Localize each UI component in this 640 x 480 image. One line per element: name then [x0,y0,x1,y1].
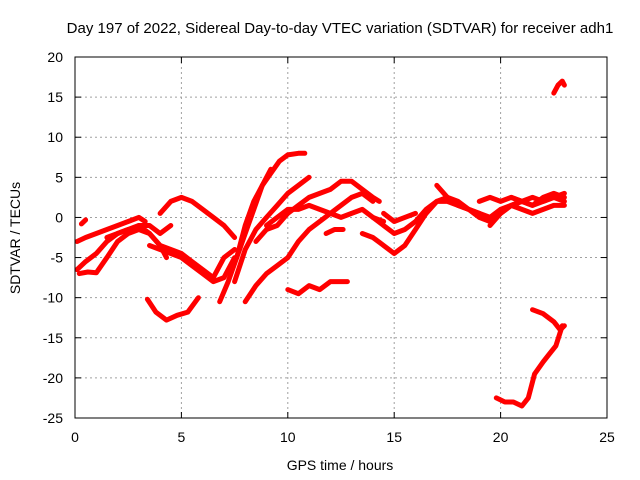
series-line-s25 [551,78,567,96]
series-line-s24 [508,190,567,208]
chart-title: Day 197 of 2022, Sidereal Day-to-day VTE… [67,20,614,37]
y-tick-label: 10 [47,129,63,145]
series-line-s7 [147,243,238,285]
x-tick-label: 25 [599,429,615,445]
y-tick-label: 5 [55,169,63,185]
y-tick-label: -25 [43,410,63,426]
y-tick-label: 15 [47,89,63,105]
y-tick-label: -10 [43,290,63,306]
series-line-s23 [487,202,567,228]
series-line-s4 [78,217,89,227]
series-line-s13 [253,178,382,244]
plot-frame [74,56,608,419]
tick-layer: 0 5 10 15 20 25 -25 -20 -15 -10 -5 0 5 10 15 20 [43,49,615,445]
x-tick-label: 15 [386,429,402,445]
series-line-s27 [493,323,565,409]
x-tick-label: 10 [280,429,296,445]
series-line-s9 [144,295,201,323]
y-tick-label: -20 [43,370,63,386]
series-line-s12 [232,174,312,285]
y-tick-label: 0 [55,209,63,225]
x-tick-label: 20 [493,429,509,445]
x-tick-label: 5 [178,429,186,445]
series-line-s1 [74,214,148,244]
series-line-s20 [381,210,418,224]
series-line-s15 [264,202,387,228]
series-line-s6 [136,223,238,281]
series-line-s18 [359,194,482,256]
series-line-s11 [234,150,308,261]
series-layer [74,78,567,409]
y-tick-label: 20 [47,49,63,65]
x-axis-label: GPS time / hours [287,457,394,473]
x-tick-label: 0 [71,429,79,445]
y-tick-label: -15 [43,330,63,346]
series-line-s17 [323,227,346,236]
series-line-s14 [242,190,376,305]
series-line-s8 [157,194,238,240]
series-line-s16 [285,279,350,297]
y-tick-label: -5 [51,250,64,266]
y-axis-label: SDTVAR / TECUs [7,182,23,294]
